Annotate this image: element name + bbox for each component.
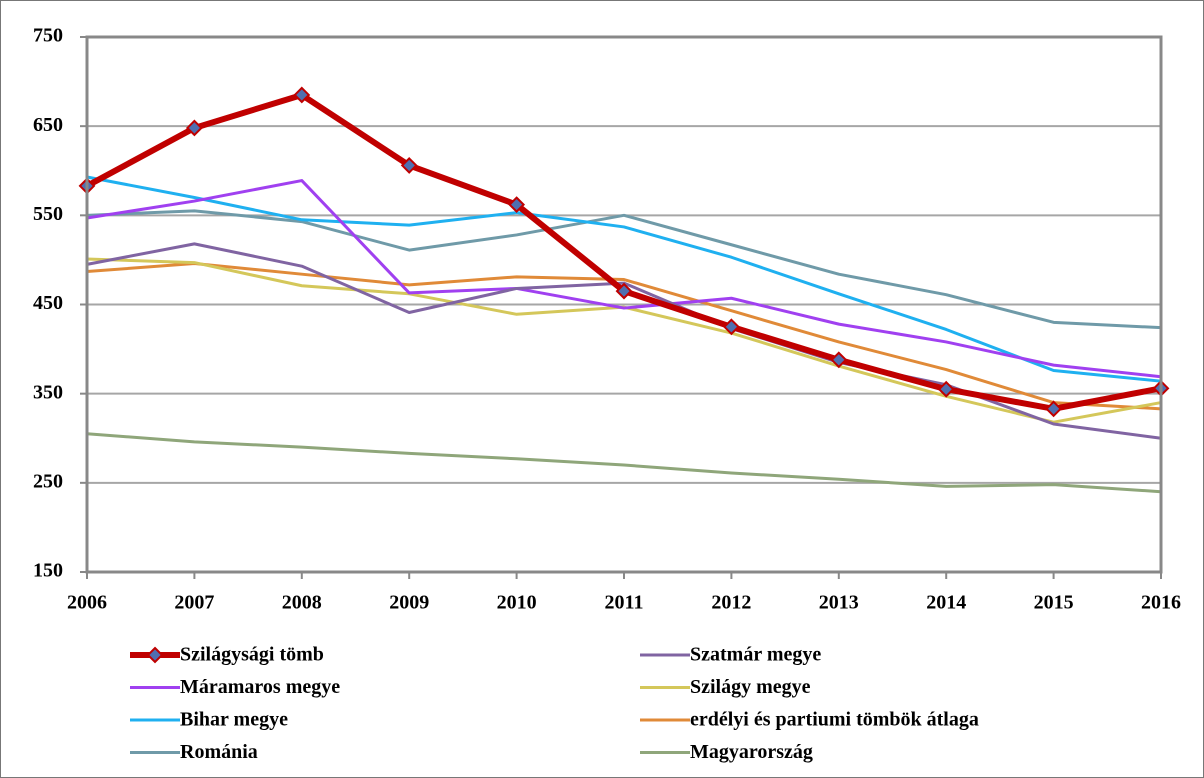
y-tick-label: 250 — [33, 470, 63, 492]
y-tick-label: 550 — [33, 203, 63, 225]
x-tick-label: 2011 — [605, 592, 644, 614]
x-tick-label: 2006 — [67, 592, 107, 614]
series-line — [86, 179, 1162, 379]
x-tick-label: 2013 — [819, 592, 859, 614]
series-marker — [1045, 400, 1063, 418]
y-tick-label: 450 — [33, 292, 63, 314]
series-marker — [722, 318, 740, 336]
y-tick-label: 350 — [33, 381, 63, 403]
axes: 150 250 350 450 550 650 750 2006 2007 2008 2009 201… — [33, 25, 1181, 614]
legend-label: Bihar megye — [180, 709, 288, 731]
legend-label: Románia — [180, 741, 258, 763]
legend: Szilágysági tömb Szatmár megye Máramaros m… — [130, 644, 979, 763]
x-tick-label: 2010 — [497, 592, 537, 614]
x-tick-label: 2016 — [1141, 592, 1181, 614]
legend-label: erdélyi és partiumi tömbök átlaga — [690, 709, 979, 731]
series-line — [86, 209, 1162, 330]
lines — [78, 86, 1170, 494]
legend-label: Szilágysági tömb — [180, 644, 324, 666]
series-marker — [615, 282, 633, 300]
x-tick-label: 2007 — [174, 592, 214, 614]
series-marker — [400, 156, 418, 174]
x-tick-label: 2012 — [711, 592, 751, 614]
y-tick-label: 150 — [33, 560, 63, 582]
series-marker — [185, 119, 203, 137]
legend-label: Magyarország — [690, 741, 813, 763]
x-tick-label: 2014 — [926, 592, 966, 614]
series-marker — [293, 86, 311, 104]
series-line — [86, 261, 1162, 411]
x-tick-label: 2009 — [389, 592, 429, 614]
legend-marker — [146, 646, 164, 664]
series-line — [86, 175, 1162, 383]
series-marker — [830, 351, 848, 369]
x-tick-label: 2015 — [1034, 592, 1074, 614]
series-line — [86, 432, 1162, 494]
y-tick-label: 650 — [33, 114, 63, 136]
series-marker — [937, 380, 955, 398]
series-marker — [508, 196, 526, 214]
y-tick-label: 750 — [33, 25, 63, 47]
x-tick-label: 2008 — [282, 592, 322, 614]
legend-label: Szatmár megye — [690, 644, 821, 666]
legend-label: Máramaros megye — [180, 676, 340, 698]
legend-label: Szilágy megye — [690, 676, 811, 698]
